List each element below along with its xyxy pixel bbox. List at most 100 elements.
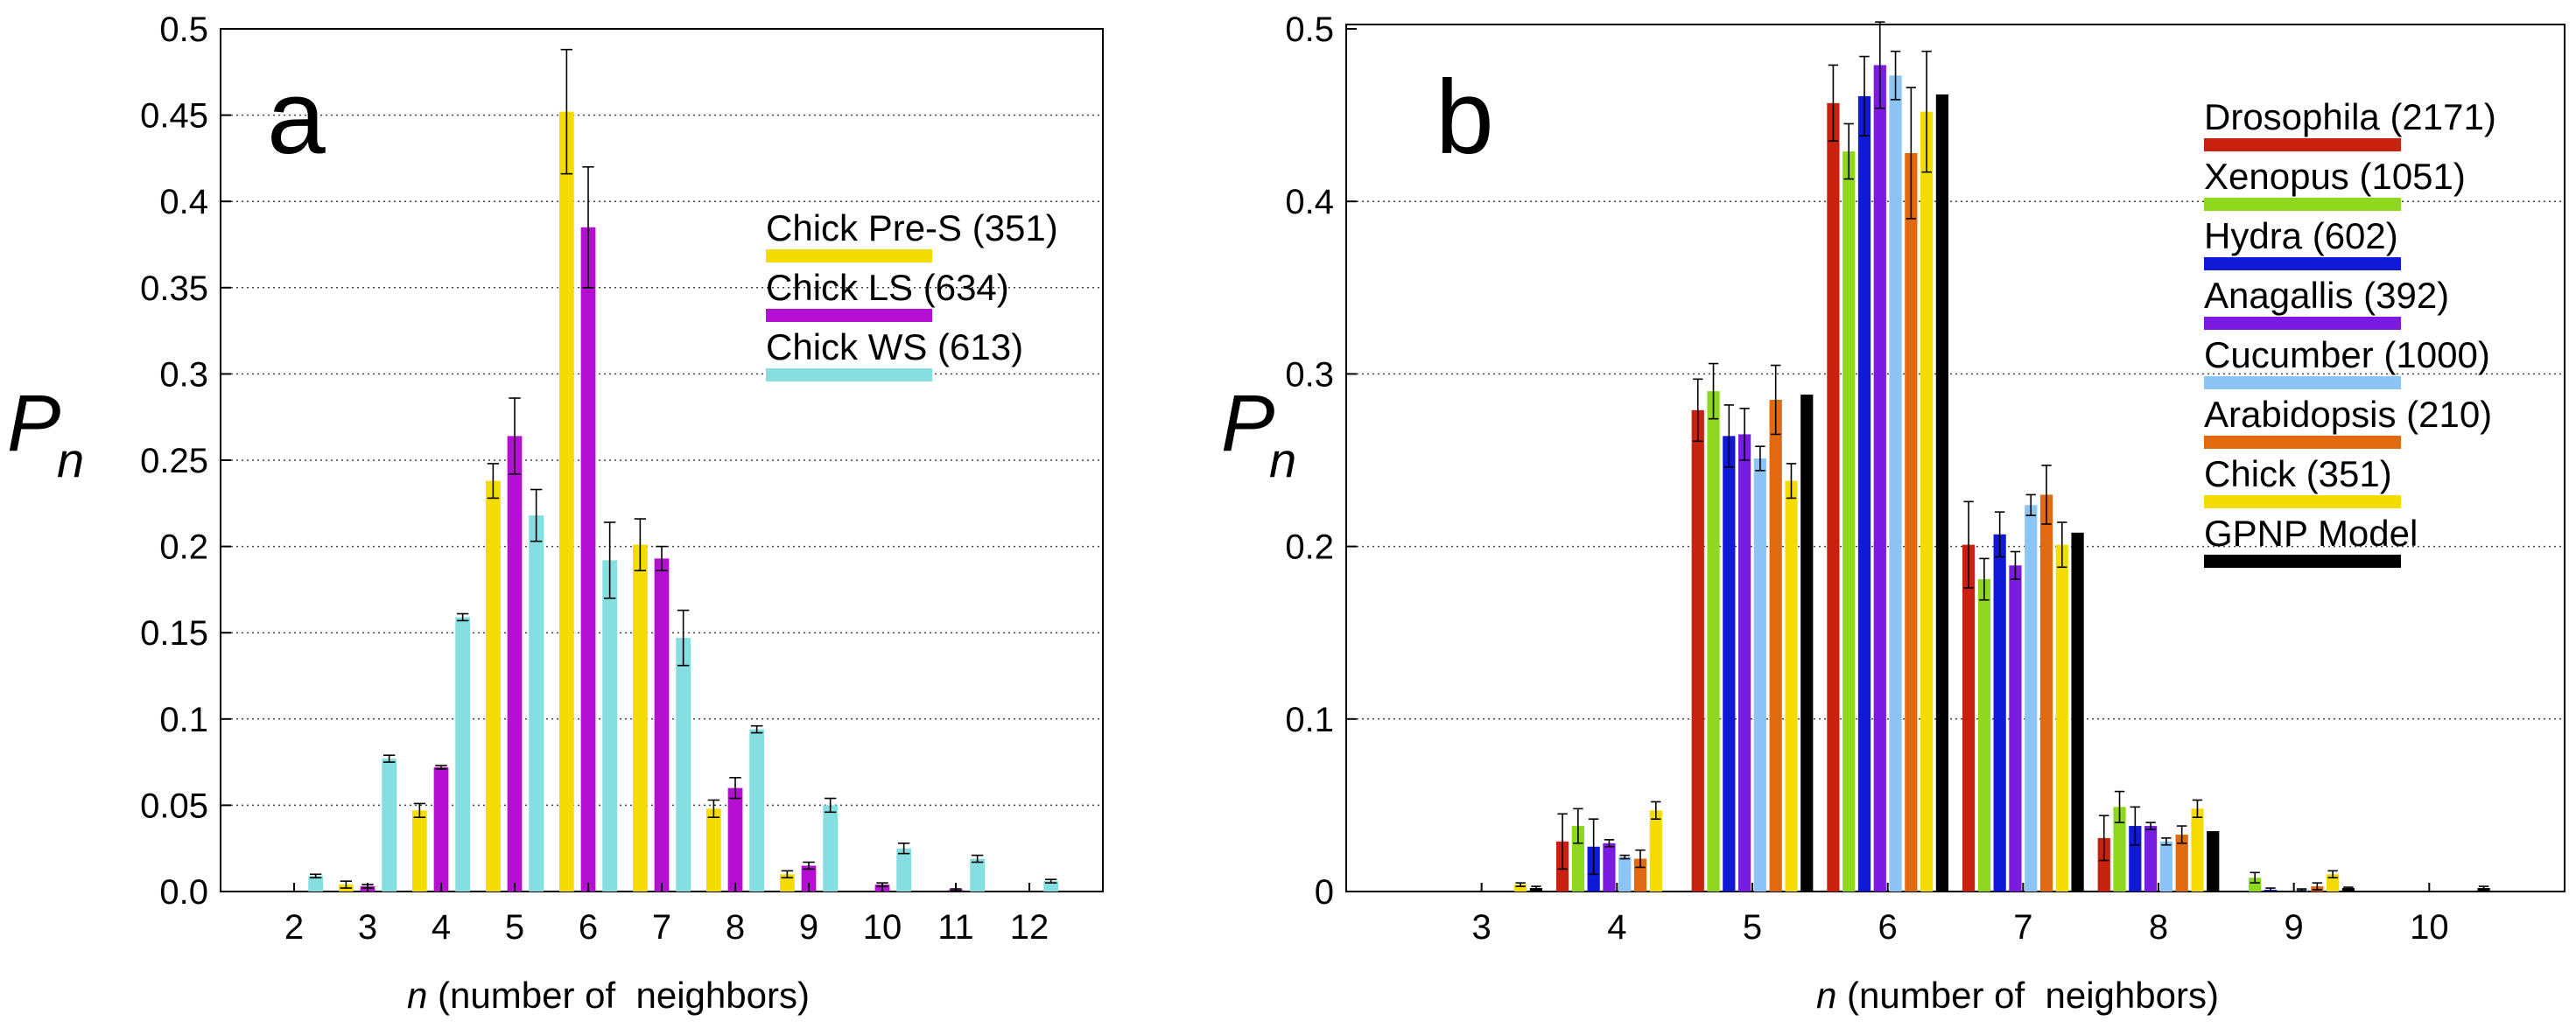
x-axis-label-rest-b: (number of neighbors)	[1836, 975, 2219, 1016]
legend-swatch-b-6	[2204, 495, 2401, 508]
bar-a-s2-c1	[382, 759, 397, 892]
error-bar-b-s2-c5	[2130, 806, 2141, 846]
bar-b-s6-c1	[1649, 810, 1662, 892]
bar-b-s7-c2	[1800, 395, 1814, 892]
bar-b-s2-c3	[1857, 95, 1871, 892]
x-tick-label-a-2: 4	[432, 908, 451, 947]
bar-b-s4-c4	[2025, 505, 2038, 892]
y-tick-label-a-0: 0.0	[159, 873, 208, 912]
error-bar-b-s2-c3	[1859, 55, 1870, 137]
bar-b-s4-c5	[2159, 841, 2173, 892]
bar-b-s3-c2	[1737, 434, 1751, 892]
x-axis-label-var-a: n	[407, 975, 427, 1016]
error-bar-a-s0-c5	[634, 518, 647, 572]
error-bar-b-s6-c0	[1515, 882, 1526, 887]
x-axis-label-rest-a: (number of neighbors)	[427, 975, 810, 1016]
bar-b-s2-c4	[1993, 534, 2006, 892]
error-bar-b-s3-c4	[2010, 550, 2021, 580]
bar-b-s3-c5	[2144, 826, 2158, 892]
x-tick-label-a-5: 7	[652, 908, 671, 947]
error-bar-b-s4-c5	[2161, 837, 2172, 846]
bar-a-s2-c3	[529, 515, 544, 892]
y-tick-label-a-10: 0.5	[159, 10, 208, 49]
error-bar-b-s6-c3	[1921, 50, 1932, 173]
error-bar-a-s2-c4	[603, 521, 616, 599]
bar-b-s4-c2	[1753, 458, 1767, 892]
bar-b-s3-c4	[2009, 565, 2022, 892]
bar-a-s1-c3	[507, 436, 523, 892]
y-tick-label-b-0: 0	[1315, 873, 1334, 912]
x-ticks-b: 3 4 5 6 7 8 9 10	[1472, 883, 2449, 947]
x-tick-label-a-3: 5	[505, 908, 524, 947]
bar-b-s6-c4	[2055, 544, 2068, 892]
x-tick-label-a-1: 3	[358, 908, 377, 947]
bar-a-s1-c5	[654, 558, 670, 892]
y-tick-label-a-9: 0.45	[140, 97, 208, 136]
bar-b-s7-c6	[2341, 888, 2355, 892]
y-axis-label-b: P	[1221, 379, 1274, 468]
y-tick-label-b-1: 0.1	[1285, 701, 1334, 739]
error-bar-b-s0-c2	[1693, 378, 1703, 443]
error-bar-a-s2-c3	[530, 488, 543, 542]
bar-a-s2-c5	[676, 638, 691, 892]
error-bar-a-s1-c7	[803, 861, 815, 871]
error-bar-b-s7-c0	[1531, 885, 1541, 891]
bar-b-s6-c3	[1920, 111, 1934, 892]
x-axis-label-b: n (number of neighbors)	[1816, 975, 2219, 1016]
legend-label-b-6: Chick (351)	[2204, 453, 2392, 494]
bar-b-s4-c1	[1618, 857, 1632, 892]
error-bar-a-s2-c8	[897, 842, 910, 855]
legend-swatch-a-0	[766, 249, 932, 262]
y-tick-label-a-7: 0.35	[140, 269, 208, 308]
error-bar-a-s2-c6	[750, 724, 763, 734]
bar-a-s2-c6	[749, 729, 765, 892]
error-bar-b-s0-c5	[2099, 815, 2109, 862]
bar-b-s6-c2	[1785, 480, 1798, 892]
y-tick-label-a-4: 0.2	[159, 528, 208, 567]
error-bar-b-s2-c1	[1588, 818, 1599, 876]
error-bar-a-s1-c4	[582, 165, 594, 289]
error-bar-b-s0-c4	[1963, 500, 1974, 589]
error-bar-b-s6-c5	[2192, 799, 2203, 819]
x-tick-label-b-1: 4	[1607, 908, 1626, 947]
error-bar-a-s2-c7	[824, 797, 837, 814]
error-bar-b-s3-c5	[2145, 822, 2156, 830]
error-bar-a-s1-c2	[435, 765, 447, 770]
bar-a-s0-c6	[705, 808, 721, 892]
bar-b-s6-c5	[2191, 808, 2204, 892]
bar-b-s1-c4	[1977, 579, 1990, 892]
legend-swatch-b-1	[2204, 198, 2401, 211]
error-bar-a-s0-c2	[413, 802, 426, 819]
error-bar-a-s2-c0	[309, 873, 322, 879]
bar-a-s0-c5	[632, 544, 648, 892]
bar-b-s0-c5	[2097, 837, 2110, 892]
error-bar-b-s4-c2	[1755, 445, 1765, 472]
bar-a-s1-c4	[580, 227, 596, 892]
error-bar-b-s4-c4	[2025, 493, 2036, 516]
error-bar-b-s0-c3	[1828, 64, 1839, 142]
plot-frame-b	[1345, 24, 2565, 892]
y-tick-label-a-5: 0.25	[140, 442, 208, 480]
bar-b-s6-c0	[1514, 885, 1527, 892]
error-bar-a-s2-c10	[1044, 878, 1057, 884]
bar-b-s2-c2	[1723, 436, 1736, 892]
x-tick-label-b-2: 5	[1743, 908, 1762, 947]
x-axis-label-a: n (number of neighbors)	[407, 975, 810, 1016]
gridlines-a	[221, 114, 1103, 807]
legend-swatch-a-2	[766, 368, 932, 381]
error-bar-a-s0-c4	[560, 48, 573, 175]
y-axis-label-subscript-b: n	[1269, 432, 1296, 487]
x-tick-label-b-0: 3	[1472, 908, 1492, 947]
bars-b	[1514, 21, 2490, 892]
error-bar-b-s4-c1	[1619, 854, 1630, 860]
legend-label-b-0: Drosophila (2171)	[2204, 96, 2496, 137]
x-tick-label-a-4: 6	[579, 908, 598, 947]
error-bar-a-s1-c6	[729, 777, 741, 800]
error-bar-b-s5-c3	[1906, 87, 1917, 220]
error-bar-b-s6-c1	[1651, 801, 1661, 820]
error-bar-a-s0-c1	[340, 880, 353, 889]
panel-label-b: b	[1435, 59, 1494, 176]
error-bar-b-s6-c6	[2327, 870, 2338, 879]
legend-swatch-b-3	[2204, 317, 2401, 330]
